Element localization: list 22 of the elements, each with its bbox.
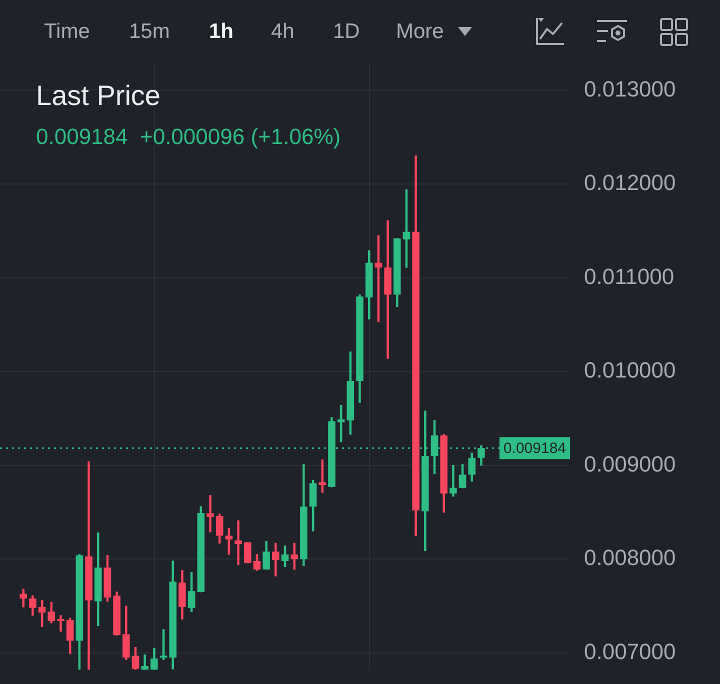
text: 1h [209,20,234,44]
text: More [396,20,444,44]
text: 4h [271,20,294,44]
ref-line-label: 0.009184 [503,440,566,458]
candlestick [318,459,326,493]
text: 0.009184 +0.000096 (+1.06%) [36,124,341,150]
candlestick [290,542,298,570]
candlestick [450,465,457,497]
y-tick-label: 0.008000 [584,545,676,570]
y-tick-label: 0.010000 [584,358,676,383]
y-tick-label: 0.007000 [584,638,676,664]
y-tick-label: 0.011000 [584,264,674,289]
chart-title: Last Price [36,80,160,112]
y-tick-label: 0.013000 [584,76,676,102]
candlestick [206,495,214,532]
text: 1D [333,20,360,44]
candlestick [234,520,242,566]
text: 15m [129,20,170,44]
y-tick-label: 0.012000 [584,170,676,196]
text: Time [44,20,90,44]
y-tick-label: 0.009000 [584,451,676,476]
candlestick [57,615,64,632]
